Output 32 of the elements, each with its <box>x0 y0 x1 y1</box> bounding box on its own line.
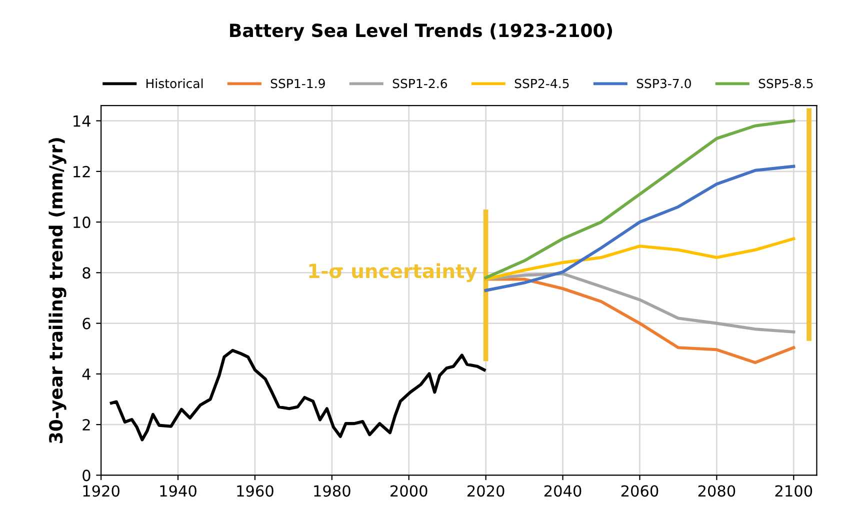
y-tick-label: 0 <box>82 470 90 482</box>
y-tick-label: 6 <box>82 318 90 330</box>
y-tick-label: 12 <box>74 166 90 178</box>
legend-label: SSP1-1.9 <box>270 78 325 88</box>
legend-label: Historical <box>146 78 203 88</box>
legend-label: SSP5-8.5 <box>758 78 813 88</box>
legend-label: SSP3-7.0 <box>636 78 691 88</box>
x-tick-label: 1920 <box>83 485 120 497</box>
x-tick-label: 1940 <box>160 485 196 497</box>
y-tick-label: 10 <box>74 216 90 228</box>
y-tick-label: 8 <box>82 267 90 279</box>
legend-label: SSP1-2.6 <box>392 78 448 88</box>
line-series <box>484 119 796 280</box>
legend-label: SSP2-4.5 <box>514 78 569 88</box>
line-series <box>484 164 796 292</box>
line-series <box>484 278 796 364</box>
x-tick-label: 2040 <box>544 485 582 497</box>
y-tick-label: 2 <box>82 419 90 430</box>
x-tick-label: 1980 <box>314 485 350 497</box>
y-tick-label: 14 <box>74 115 90 127</box>
x-tick-label: 1960 <box>237 485 274 497</box>
x-tick-label: 2020 <box>468 485 504 497</box>
line-series <box>484 237 796 281</box>
chart-title: Battery Sea Level Trends (1923-2100) <box>230 23 612 41</box>
line-series <box>110 348 486 442</box>
x-tick-label: 2080 <box>698 485 736 497</box>
x-tick-label: 2100 <box>775 485 812 497</box>
annotation: 1-σ uncertainty <box>309 263 478 282</box>
x-tick-label: 2000 <box>390 485 428 497</box>
y-tick-label: 4 <box>82 368 90 380</box>
x-tick-label: 2060 <box>621 485 658 497</box>
y-axis-title: 30-year trailing trend (mm/yr) <box>48 138 66 443</box>
